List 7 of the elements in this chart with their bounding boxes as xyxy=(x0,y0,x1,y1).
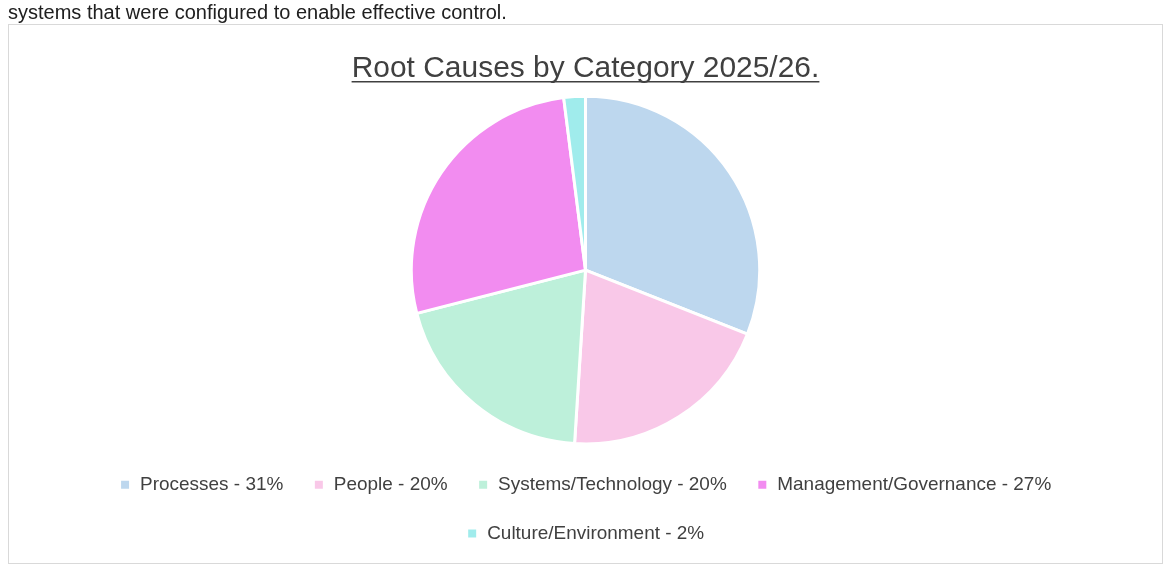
legend-label: People - 20% xyxy=(333,473,448,494)
legend-label: Culture/Environment - 2% xyxy=(487,521,705,543)
legend-label: Management/Governance - 27% xyxy=(777,473,1052,494)
legend-label: Systems/Technology - 20% xyxy=(498,473,727,494)
chart-title: Root Causes by Category 2025/26. xyxy=(351,49,820,83)
legend-label: Processes - 31% xyxy=(140,473,284,494)
text: systems that were configured to enable effective control. xyxy=(8,0,508,24)
